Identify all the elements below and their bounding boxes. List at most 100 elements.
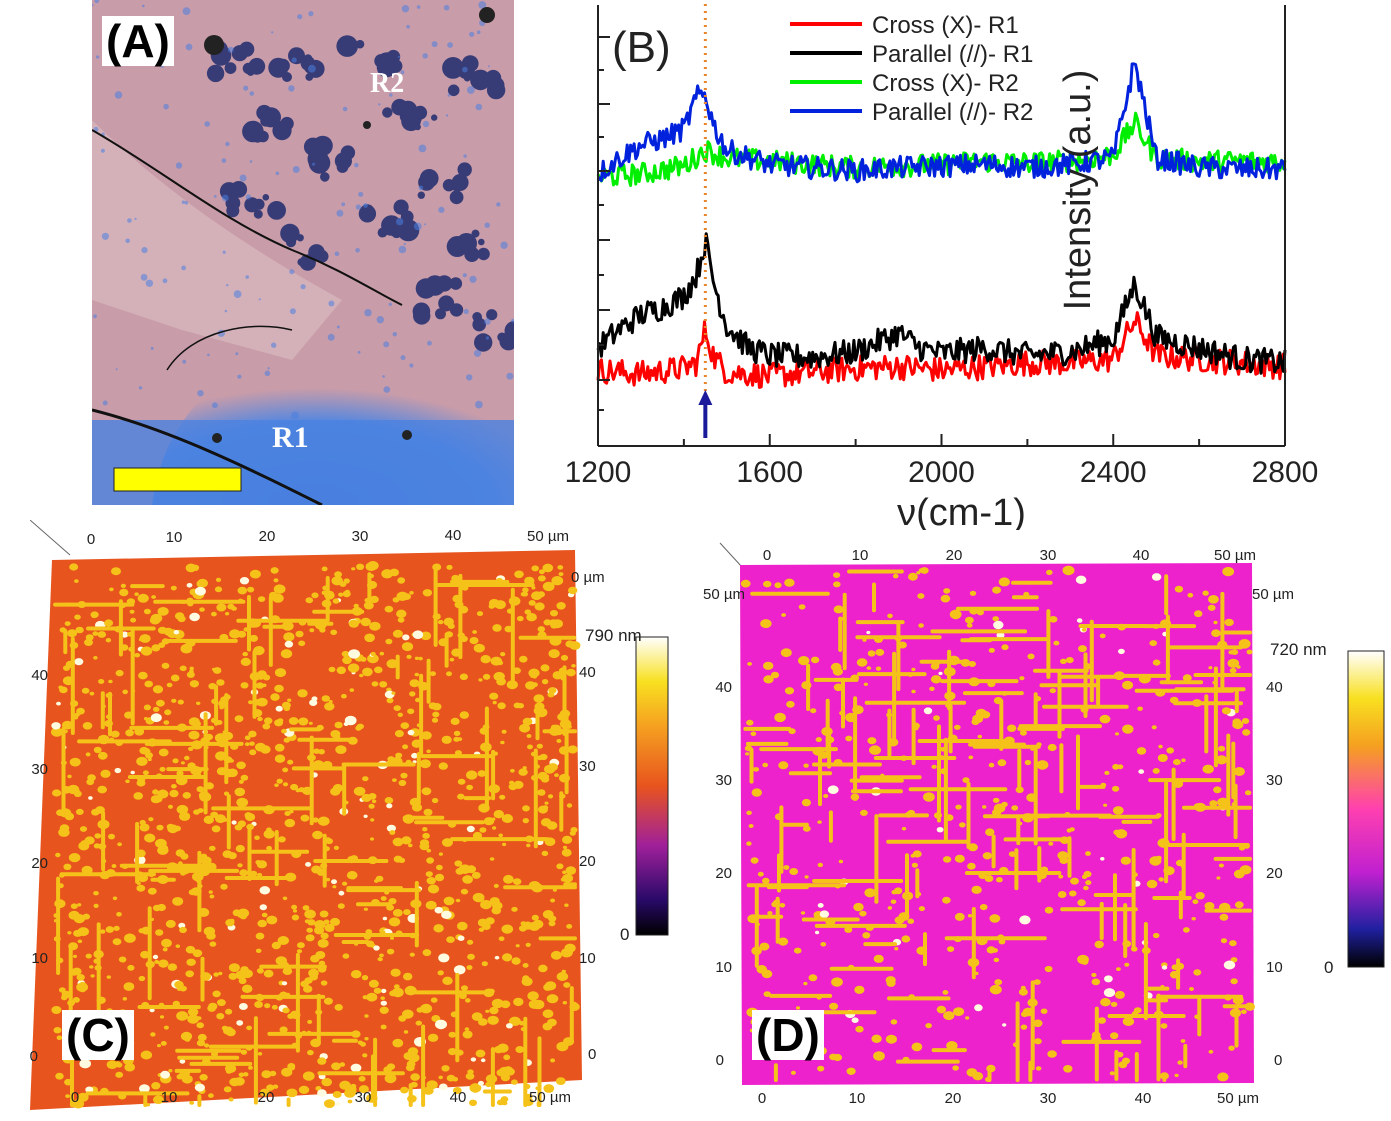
afm-feature (740, 579, 751, 588)
afm-feature (418, 656, 423, 661)
afm-feature (255, 932, 265, 940)
afm-feature (1229, 940, 1237, 947)
afm-feature (1228, 1045, 1235, 1051)
afm-feature (1099, 714, 1111, 724)
afm-feature (497, 1043, 509, 1053)
axis-tick-label: 10 (161, 1089, 178, 1106)
afm-feature (263, 969, 274, 978)
afm-feature (317, 939, 329, 948)
afm-feature (426, 848, 432, 853)
afm-feature (466, 770, 478, 780)
afm-feature (1208, 595, 1219, 604)
afm-feature (562, 870, 567, 875)
afm-feature (803, 981, 808, 986)
afm-feature (449, 657, 455, 662)
afm-feature (1180, 1039, 1186, 1043)
afm-feature (1202, 590, 1209, 596)
afm-feature (550, 610, 558, 617)
afm-feature (421, 787, 432, 796)
afm-feature (1065, 657, 1074, 664)
afm-feature (325, 877, 331, 882)
afm-feature (274, 684, 284, 693)
afm-feature (522, 818, 529, 824)
afm-feature (850, 793, 860, 801)
afm-feature (1151, 725, 1157, 730)
afm-feature (320, 980, 328, 986)
afm-feature (1094, 940, 1104, 949)
afm-feature (358, 1085, 369, 1094)
afm-feature (317, 1057, 327, 1065)
afm-feature (457, 778, 466, 785)
afm-feature (519, 655, 528, 663)
afm-feature (887, 613, 893, 619)
afm-feature (1047, 1050, 1057, 1058)
afm-feature (188, 730, 200, 740)
afm-feature (225, 919, 235, 927)
axis-tick-label: 40 (579, 664, 596, 681)
afm-feature (255, 742, 266, 752)
afm-feature (500, 740, 505, 745)
axis-tick-label: 30 (579, 758, 596, 775)
afm-feature (1099, 633, 1106, 639)
afm-feature (134, 592, 139, 596)
afm-feature (238, 1072, 245, 1078)
afm-feature (217, 999, 226, 1007)
afm-feature (407, 1053, 420, 1063)
afm-feature (286, 1088, 298, 1098)
afm-feature (426, 1080, 438, 1090)
afm-feature (1193, 969, 1202, 976)
afm-feature (400, 722, 410, 729)
afm-feature (356, 563, 365, 570)
axis-tick-label: 40 (1135, 1090, 1152, 1107)
afm-feature (254, 835, 260, 841)
afm-feature (531, 914, 539, 921)
afm-feature (867, 650, 876, 657)
afm-feature (305, 934, 315, 942)
afm-feature (453, 730, 461, 736)
afm-feature (248, 700, 253, 705)
afm-feature (540, 664, 550, 672)
afm-feature (156, 699, 165, 707)
afm-feature (426, 749, 431, 754)
afm-feature (176, 1011, 189, 1021)
afm-feature (119, 588, 129, 597)
afm-feature (292, 909, 298, 913)
axis-tick-label: 40 (1266, 679, 1283, 696)
afm-feature (319, 627, 326, 633)
afm-feature (1002, 1023, 1007, 1027)
afm-feature (454, 860, 463, 867)
afm-feature (1151, 573, 1162, 581)
afm-feature (93, 903, 99, 908)
afm-feature (469, 637, 479, 645)
afm-feature (1158, 744, 1163, 749)
afm-feature (330, 730, 341, 738)
afm-feature (974, 1004, 983, 1012)
axis-tick-label: 10 (579, 950, 596, 967)
afm-feature (237, 586, 248, 595)
afm-feature (1035, 1066, 1042, 1071)
afm-feature (337, 903, 345, 909)
afm-feature (911, 862, 918, 868)
afm-feature (477, 770, 486, 777)
afm-feature (85, 1086, 94, 1093)
afm-feature (933, 715, 940, 721)
peak-arrow-head (698, 390, 713, 405)
afm-feature (1183, 927, 1190, 933)
afm-feature (257, 596, 266, 602)
afm-feature (947, 946, 955, 952)
afm-feature (457, 737, 463, 741)
chart-xlabel: ν(cm-1) (897, 492, 1026, 530)
afm-feature (181, 1074, 193, 1084)
afm-feature (478, 1080, 484, 1086)
afm-feature (314, 920, 326, 929)
axis-tick-label: 0 (71, 1089, 79, 1106)
afm-feature (151, 644, 161, 652)
axis-tick-label: 30 (715, 772, 732, 789)
afm-feature (425, 871, 433, 877)
afm-feature (1083, 885, 1089, 891)
afm-feature (953, 1007, 965, 1016)
afm-feature (443, 617, 454, 626)
afm-feature (1104, 975, 1113, 983)
axis-tick-label: 0 (758, 1090, 766, 1107)
afm-feature (538, 575, 546, 582)
